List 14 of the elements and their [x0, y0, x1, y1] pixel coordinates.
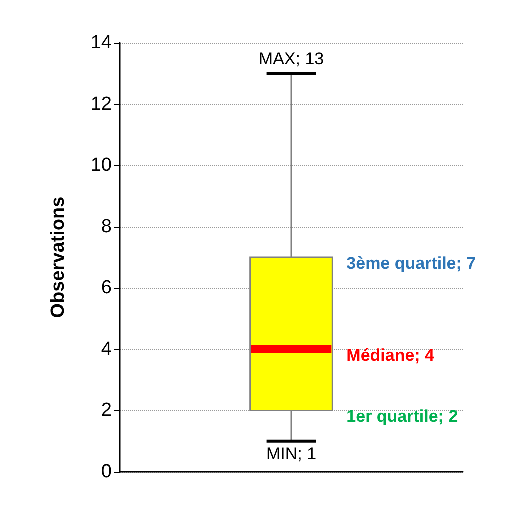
y-tick-label: 10 — [90, 155, 112, 176]
y-tick-label: 12 — [90, 94, 112, 115]
y-tick-label: 4 — [101, 338, 112, 360]
y-tick-label: 14 — [90, 32, 112, 54]
annotation: 3ème quartile; 7 — [346, 254, 476, 273]
y-tick-label: 8 — [101, 216, 112, 238]
annotation: Médiane; 4 — [346, 346, 436, 365]
annotation: MIN; 1 — [266, 444, 317, 464]
y-axis-title: Observations — [48, 196, 69, 318]
y-tick-label: 0 — [101, 462, 112, 482]
annotation: 1er quartile; 2 — [346, 407, 458, 426]
annotation: MAX; 13 — [258, 50, 324, 69]
y-tick-label: 6 — [101, 278, 112, 299]
y-tick-label: 2 — [101, 400, 112, 422]
